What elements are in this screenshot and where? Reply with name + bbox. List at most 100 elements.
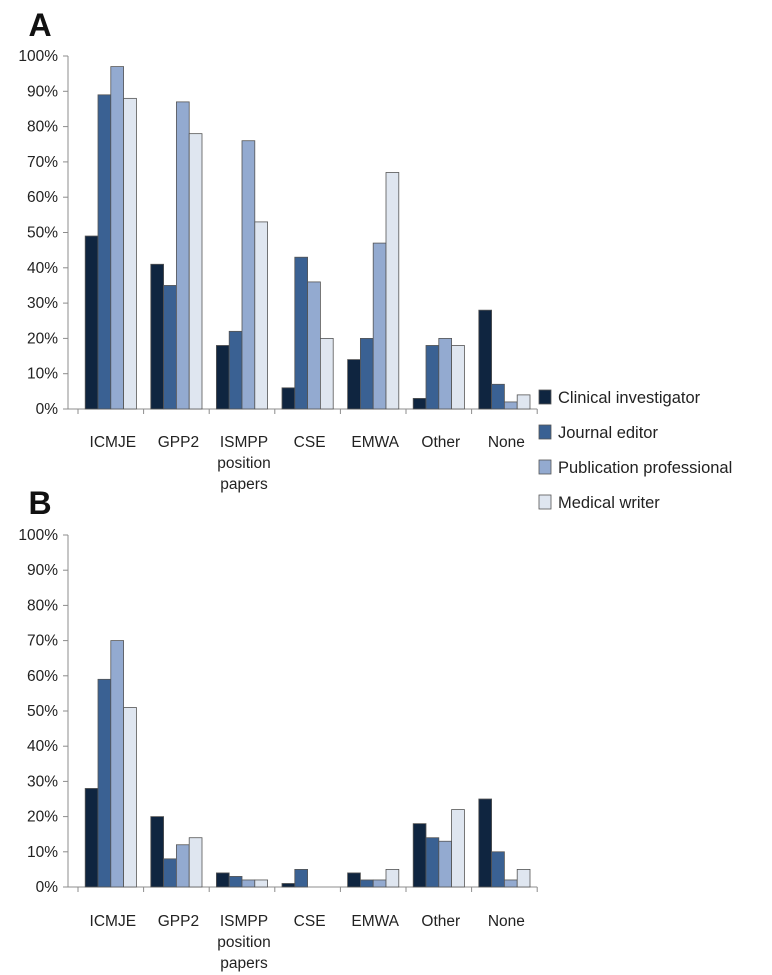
bar-publication-professional-5 bbox=[438, 840, 452, 888]
bar-medical-writer-1 bbox=[188, 133, 203, 410]
y-tick-label: 90% bbox=[27, 83, 58, 100]
bar-journal-editor-6 bbox=[491, 383, 505, 410]
legend-swatch bbox=[538, 494, 552, 510]
bar-journal-editor-6 bbox=[491, 851, 505, 888]
bar-medical-writer-6 bbox=[516, 869, 531, 888]
bar-publication-professional-0 bbox=[110, 640, 125, 888]
y-tick-label: 20% bbox=[27, 809, 58, 826]
bar-publication-professional-4 bbox=[372, 242, 387, 410]
bar-publication-professional-1 bbox=[175, 101, 190, 410]
x-category-label: GPP2 bbox=[158, 434, 199, 451]
x-category-label: ISMPP bbox=[220, 913, 268, 930]
bar-journal-editor-1 bbox=[163, 858, 177, 888]
bar-publication-professional-3 bbox=[307, 281, 321, 410]
x-category-label: None bbox=[488, 913, 525, 930]
bar-journal-editor-5 bbox=[425, 345, 440, 410]
bar-journal-editor-1 bbox=[163, 285, 177, 410]
x-category-label: ICMJE bbox=[90, 913, 137, 930]
bar-clinical-investigator-5 bbox=[412, 823, 427, 888]
y-tick-label: 100% bbox=[18, 527, 58, 544]
y-tick-label: 10% bbox=[27, 366, 58, 383]
bar-publication-professional-6 bbox=[503, 401, 518, 410]
legend-label: Publication professional bbox=[558, 459, 732, 477]
panel-label: A bbox=[28, 7, 51, 43]
y-tick-label: 70% bbox=[27, 154, 58, 171]
bar-journal-editor-0 bbox=[97, 678, 112, 888]
x-category-label: GPP2 bbox=[158, 913, 199, 930]
x-category-label: ISMPP bbox=[220, 434, 268, 451]
bar-clinical-investigator-1 bbox=[150, 263, 165, 410]
legend-swatch bbox=[538, 459, 552, 475]
bar-clinical-investigator-2 bbox=[215, 345, 230, 410]
bar-clinical-investigator-4 bbox=[347, 359, 361, 410]
bar-clinical-investigator-0 bbox=[84, 235, 99, 410]
x-category-label: None bbox=[488, 434, 525, 451]
y-tick-label: 0% bbox=[36, 879, 59, 896]
y-tick-label: 100% bbox=[18, 48, 58, 65]
bar-clinical-investigator-3 bbox=[281, 883, 296, 888]
y-tick-label: 60% bbox=[27, 189, 58, 206]
bar-journal-editor-3 bbox=[294, 869, 308, 888]
x-category-label: ICMJE bbox=[90, 434, 137, 451]
bar-medical-writer-0 bbox=[123, 97, 137, 410]
bar-publication-professional-2 bbox=[241, 140, 256, 410]
y-tick-label: 30% bbox=[27, 773, 58, 790]
legend-label: Clinical investigator bbox=[558, 389, 701, 407]
y-tick-label: 80% bbox=[27, 119, 58, 136]
bar-clinical-investigator-0 bbox=[84, 788, 99, 888]
y-tick-label: 40% bbox=[27, 260, 58, 277]
bar-journal-editor-3 bbox=[294, 256, 308, 410]
bar-medical-writer-4 bbox=[385, 172, 400, 410]
bar-clinical-investigator-2 bbox=[215, 872, 230, 888]
bar-journal-editor-4 bbox=[359, 337, 374, 410]
bar-clinical-investigator-6 bbox=[478, 309, 492, 410]
x-category-label: CSE bbox=[294, 434, 326, 451]
y-tick-label: 10% bbox=[27, 844, 58, 861]
y-tick-label: 30% bbox=[27, 295, 58, 312]
legend-label: Journal editor bbox=[558, 424, 658, 442]
chart-panel-a: A 0% 10% 20% 30% 40% 50% 60% 70% 80% 90% 100% ICMJE G… bbox=[18, 7, 538, 493]
y-tick-label: 80% bbox=[27, 597, 58, 614]
bar-journal-editor-2 bbox=[228, 876, 243, 888]
bar-clinical-investigator-3 bbox=[281, 387, 296, 410]
bar-medical-writer-5 bbox=[451, 345, 465, 410]
bar-medical-writer-4 bbox=[385, 869, 400, 888]
x-category-label: papers bbox=[220, 476, 268, 493]
y-tick-label: 90% bbox=[27, 562, 58, 579]
bar-clinical-investigator-6 bbox=[478, 798, 492, 888]
bar-clinical-investigator-4 bbox=[347, 872, 361, 888]
x-category-label: CSE bbox=[294, 913, 326, 930]
bar-publication-professional-0 bbox=[110, 66, 125, 410]
bar-journal-editor-0 bbox=[97, 94, 112, 410]
y-tick-label: 20% bbox=[27, 330, 58, 347]
y-tick-label: 50% bbox=[27, 703, 58, 720]
bar-medical-writer-3 bbox=[319, 337, 334, 410]
bar-publication-professional-2 bbox=[241, 879, 256, 888]
chart-legend: Clinical investigator Journal editor Publi… bbox=[538, 389, 732, 512]
bar-medical-writer-1 bbox=[188, 837, 203, 888]
legend-swatch bbox=[538, 424, 552, 440]
x-category-label: position bbox=[217, 934, 270, 951]
x-category-label: EMWA bbox=[351, 913, 399, 930]
x-category-label: papers bbox=[220, 955, 268, 972]
bar-journal-editor-4 bbox=[359, 879, 374, 888]
panel-label: B bbox=[28, 485, 51, 521]
x-category-label: Other bbox=[421, 913, 460, 930]
bar-clinical-investigator-1 bbox=[150, 816, 165, 888]
y-tick-label: 40% bbox=[27, 738, 58, 755]
bar-journal-editor-2 bbox=[228, 330, 243, 410]
bar-medical-writer-2 bbox=[254, 879, 269, 888]
x-category-label: position bbox=[217, 455, 270, 472]
bar-medical-writer-0 bbox=[123, 707, 137, 888]
x-category-label: EMWA bbox=[351, 434, 399, 451]
x-category-label: Other bbox=[421, 434, 460, 451]
bar-clinical-investigator-5 bbox=[412, 398, 427, 410]
bar-journal-editor-5 bbox=[425, 837, 440, 888]
bar-publication-professional-1 bbox=[175, 844, 190, 888]
y-tick-label: 70% bbox=[27, 633, 58, 650]
legend-label: Medical writer bbox=[558, 494, 660, 512]
y-tick-label: 50% bbox=[27, 225, 58, 242]
bar-medical-writer-6 bbox=[516, 394, 531, 410]
bar-medical-writer-5 bbox=[451, 809, 465, 888]
